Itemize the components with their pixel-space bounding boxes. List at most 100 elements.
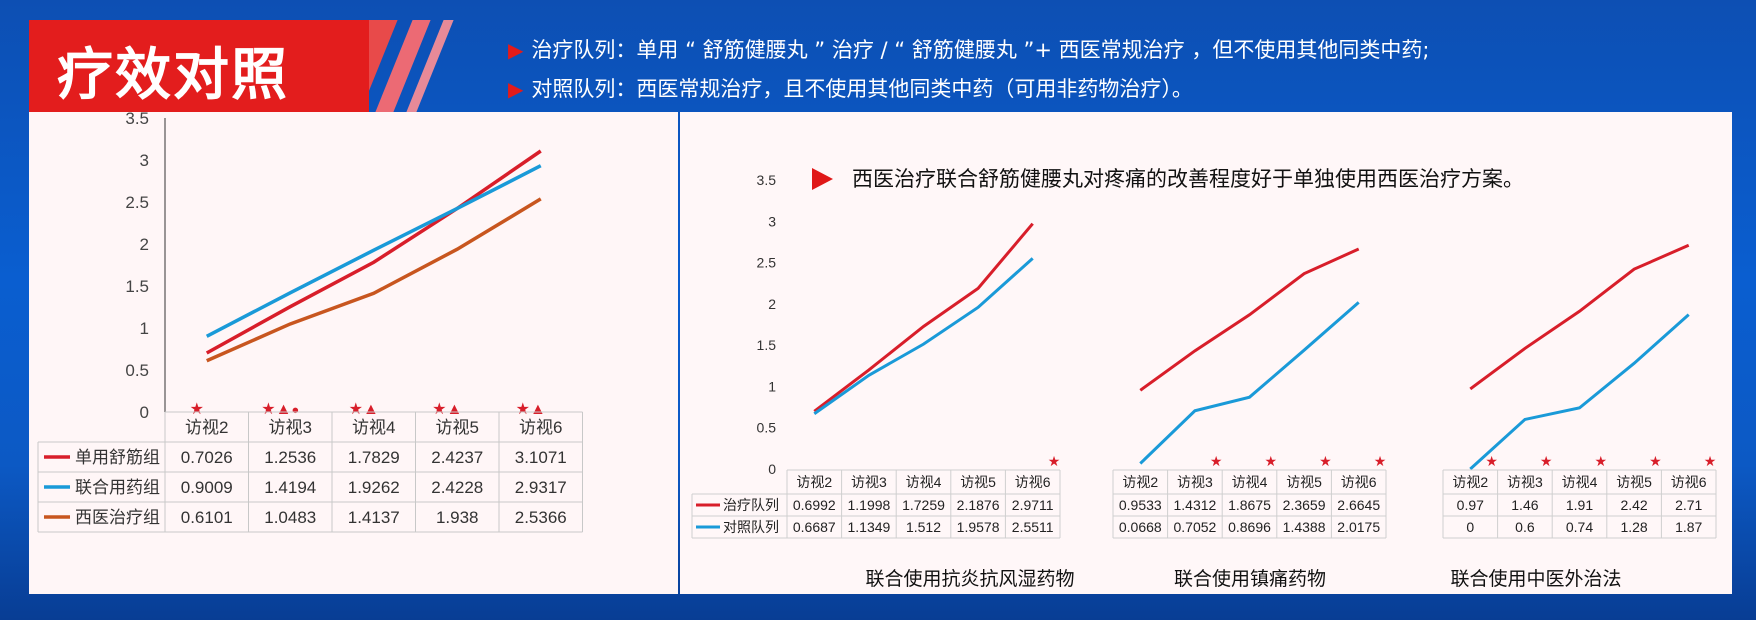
- x-category-label: 访视3: [1507, 474, 1543, 490]
- triangle-marker: ▲: [530, 401, 546, 418]
- data-label: 0.0668: [1119, 519, 1162, 535]
- y-tick-label: 0: [768, 461, 776, 477]
- data-label: 1.1998: [847, 497, 890, 513]
- data-label: 1.938: [436, 508, 479, 527]
- data-label: 1.9578: [957, 519, 1000, 535]
- significance-marker: ★▲: [432, 401, 462, 418]
- data-label: 0.9533: [1119, 497, 1162, 513]
- star-marker: ★: [190, 401, 204, 418]
- y-tick-label: 1.5: [757, 337, 777, 353]
- legend-label: 对照队列: [723, 519, 779, 535]
- y-tick-label: 1: [140, 319, 149, 338]
- significance-marker: ★: [1210, 453, 1223, 469]
- star-marker: ★: [261, 401, 275, 418]
- y-tick-label: 1.5: [125, 277, 149, 296]
- right-chart-panel: 西医治疗联合舒筋健腰丸对疼痛的改善程度好于单独使用西医治疗方案。 0 0.5 1 1.5…: [680, 112, 1732, 594]
- data-label: 0.7026: [181, 448, 233, 467]
- series-line: [1139, 247, 1360, 392]
- triangle-marker: ▲: [447, 401, 463, 418]
- data-label: 0.6992: [793, 497, 836, 513]
- data-label: 2.71: [1675, 497, 1702, 513]
- star-marker: ★: [1485, 453, 1498, 469]
- x-category-label: 访视2: [1122, 474, 1158, 490]
- data-label: 0: [1466, 519, 1474, 535]
- arrow-icon: ▶: [508, 77, 524, 101]
- left-chart-panel: 0 0.5 1 1.5 2 2.5 3 3.5 ★ ★▲● ★▲ ★▲ ★▲ 访视2 访视3 访视4 访视5 访视…: [29, 109, 678, 594]
- data-label: 2.4228: [431, 478, 483, 497]
- arrow-icon: ▶: [508, 38, 524, 62]
- data-label: 0.6: [1515, 519, 1535, 535]
- data-label: 0.74: [1566, 519, 1593, 535]
- star-marker: ★: [1704, 453, 1717, 469]
- significance-marker: ★: [1319, 453, 1332, 469]
- y-tick-label: 2: [140, 235, 149, 254]
- data-label: 0.8696: [1228, 519, 1271, 535]
- x-category-label: 访视4: [1562, 474, 1598, 490]
- significance-marker: ★▲●: [261, 401, 299, 418]
- significance-marker: ★: [190, 401, 204, 418]
- series-line: [813, 222, 1034, 413]
- star-marker: ★: [1048, 453, 1061, 469]
- series-line: [205, 164, 542, 338]
- data-label: 2.0175: [1337, 519, 1380, 535]
- x-category-label: 访视5: [1616, 474, 1652, 490]
- data-label: 3.1071: [515, 448, 567, 467]
- triangle-marker: ▲: [276, 401, 292, 418]
- data-label: 2.5511: [1012, 519, 1054, 535]
- star-marker: ★: [1374, 453, 1387, 469]
- y-tick-label: 2.5: [757, 255, 777, 271]
- x-category-label: 访视6: [1015, 474, 1051, 490]
- star-marker: ★: [1265, 453, 1278, 469]
- data-label: 0.6687: [793, 519, 836, 535]
- star-marker: ★: [1649, 453, 1662, 469]
- series-line: [1139, 301, 1360, 465]
- star-marker: ★: [1595, 453, 1608, 469]
- legend-label: 联合用药组: [75, 478, 160, 497]
- y-tick-label: 3.5: [757, 172, 777, 188]
- group-label: 联合使用镇痛药物: [1174, 568, 1326, 590]
- x-category-label: 访视4: [1232, 474, 1268, 490]
- data-label: 1.512: [906, 519, 941, 535]
- series-line: [206, 197, 542, 363]
- data-label: 2.42: [1620, 497, 1647, 513]
- data-label: 1.1349: [847, 519, 890, 535]
- star-marker: ★: [349, 401, 363, 418]
- series-line: [205, 149, 542, 355]
- y-tick-label: 1: [768, 378, 776, 394]
- star-marker: ★: [1319, 453, 1332, 469]
- x-category-label: 访视3: [851, 474, 887, 490]
- data-label: 1.4312: [1173, 497, 1216, 513]
- group-label: 联合使用中医外治法: [1450, 568, 1621, 590]
- legend-label: 西医治疗组: [75, 508, 160, 527]
- data-label: 1.87: [1675, 519, 1702, 535]
- x-category-label: 访视6: [1341, 474, 1377, 490]
- y-tick-label: 2.5: [125, 193, 149, 212]
- circle-marker: ●: [291, 402, 299, 417]
- data-label: 2.9711: [1012, 497, 1054, 513]
- x-category-label: 访视4: [906, 474, 942, 490]
- data-label: 2.1876: [957, 497, 1000, 513]
- star-marker: ★: [432, 401, 446, 418]
- data-label: 1.7829: [348, 448, 400, 467]
- legend-label: 单用舒筋组: [75, 448, 160, 467]
- significance-marker: ★: [1265, 453, 1278, 469]
- y-tick-label: 2: [768, 296, 776, 312]
- data-label: 2.4237: [431, 448, 483, 467]
- x-category-label: 访视6: [1671, 474, 1707, 490]
- data-label: 2.5366: [515, 508, 567, 527]
- data-label: 0.7052: [1173, 519, 1216, 535]
- left-chart: 00.511.522.533.5★ ★▲● ★▲ ★▲ ★▲访视2 访视3 访视4 访视5 访视…: [37, 109, 583, 533]
- significance-marker: ★: [1048, 453, 1061, 469]
- data-label: 1.2536: [264, 448, 316, 467]
- x-category-label: 访视5: [436, 418, 479, 437]
- data-label: 1.4137: [348, 508, 400, 527]
- x-category-label: 访视6: [519, 418, 562, 437]
- series-line: [1469, 313, 1690, 471]
- data-label: 1.4388: [1283, 519, 1326, 535]
- data-label: 2.3659: [1283, 497, 1326, 513]
- data-label: 1.91: [1566, 497, 1593, 513]
- title-banner: 疗效对照: [29, 20, 369, 112]
- x-category-label: 访视3: [269, 418, 312, 437]
- data-label: 1.9262: [348, 478, 400, 497]
- significance-marker: ★: [1704, 453, 1717, 469]
